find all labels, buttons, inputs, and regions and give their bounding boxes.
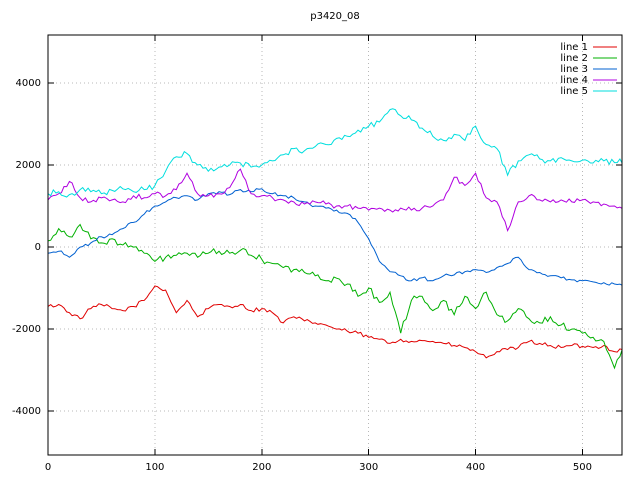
- legend-label: line 3: [560, 64, 588, 75]
- y-tick-label: 0: [35, 242, 41, 253]
- y-tick-label: -4000: [12, 406, 41, 417]
- x-tick-label: 100: [145, 462, 164, 473]
- y-tick-label: -2000: [12, 324, 41, 335]
- axis-layer: -4000 -2000 0 2000 4000 0 100 200 300 400 500: [12, 34, 623, 473]
- series-line-3: [48, 188, 622, 286]
- y-tick-label: 4000: [16, 78, 41, 89]
- y-tick-label: 2000: [16, 160, 41, 171]
- series-layer: [48, 108, 622, 370]
- series-line-2: [48, 223, 622, 370]
- legend-label: line 4: [560, 75, 588, 86]
- chart-title: p3420_08: [310, 11, 360, 22]
- legend-label: line 1: [560, 42, 588, 53]
- legend-label: line 2: [560, 53, 588, 64]
- series-line-4: [48, 168, 622, 232]
- x-tick-label: 200: [252, 462, 271, 473]
- series-line-1: [48, 285, 622, 359]
- series-line-5: [48, 108, 622, 198]
- grid-layer: [47, 35, 622, 455]
- x-tick-label: 400: [466, 462, 485, 473]
- x-tick-label: 0: [45, 462, 51, 473]
- x-tick-label: 300: [359, 462, 378, 473]
- legend-label: line 5: [560, 86, 588, 97]
- plot-border: [47, 34, 623, 456]
- x-tick-label: 500: [573, 462, 592, 473]
